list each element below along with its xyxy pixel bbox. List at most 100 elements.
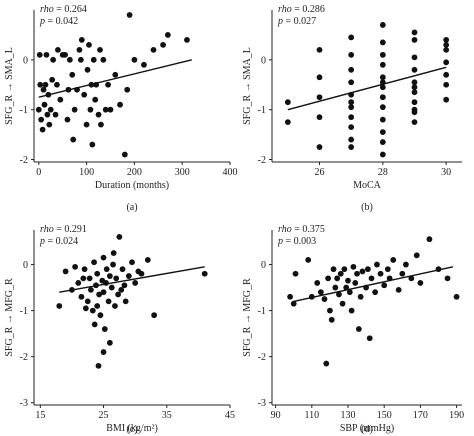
data-point (117, 101, 123, 108)
data-point (443, 81, 450, 88)
rho-value: 0.286 (302, 4, 325, 15)
data-point (379, 129, 386, 135)
data-point (112, 71, 119, 78)
x-tick-label: 100 (79, 167, 94, 178)
data-point (355, 326, 362, 332)
regression-line (38, 59, 192, 98)
rho-label: rho (278, 224, 292, 235)
equals-sign: = (292, 4, 303, 15)
data-point (348, 136, 355, 143)
data-point (105, 81, 111, 88)
data-point (92, 96, 99, 103)
data-point (98, 121, 104, 128)
data-point (125, 273, 132, 279)
data-point (366, 335, 373, 342)
data-point (374, 261, 380, 268)
y-tick-label: -1 (258, 105, 266, 116)
data-point (317, 289, 324, 296)
rho-value: 0.291 (64, 224, 87, 235)
data-point (453, 293, 460, 300)
data-point (339, 300, 346, 307)
x-tick-label: 150 (377, 410, 392, 421)
data-point (408, 275, 415, 282)
data-point (284, 99, 291, 106)
data-point (411, 99, 418, 106)
data-point (348, 79, 355, 86)
data-point (78, 293, 85, 300)
data-point (379, 94, 386, 101)
p-stat: p = 0.024 (39, 236, 78, 247)
data-point (84, 66, 91, 73)
data-point (84, 298, 91, 305)
p-stat: p = 0.027 (277, 16, 316, 27)
data-point (44, 111, 51, 118)
data-point (348, 99, 355, 106)
data-point (352, 280, 359, 286)
p-stat: p = 0.003 (277, 236, 316, 247)
data-point (379, 61, 386, 68)
data-point (379, 22, 386, 28)
data-point (141, 61, 147, 68)
data-point (348, 51, 355, 58)
data-point (122, 298, 129, 305)
data-point (100, 289, 107, 296)
data-point (413, 252, 420, 259)
data-point (411, 66, 418, 73)
data-point (359, 268, 366, 275)
data-point (151, 312, 158, 319)
y-tick-label: -2 (20, 352, 28, 363)
data-point (100, 56, 107, 63)
data-point (411, 119, 418, 126)
data-point (201, 270, 208, 277)
data-point (346, 289, 353, 296)
data-point (379, 39, 386, 46)
x-tick-label: 300 (175, 167, 190, 178)
data-point (40, 86, 47, 93)
equals-sign: = (45, 236, 56, 247)
data-point (443, 41, 450, 48)
data-point (91, 321, 98, 328)
data-point (444, 275, 451, 282)
y-tick-label: -1 (20, 306, 28, 317)
y-tick-label: -2 (258, 155, 266, 166)
data-point (316, 74, 323, 81)
x-tick-label: 190 (449, 410, 464, 421)
data-point (316, 144, 323, 150)
data-point (348, 144, 355, 150)
data-point (138, 270, 145, 277)
x-axis-label: BMI (kg/m²) (106, 423, 158, 434)
data-point (443, 96, 450, 103)
data-point (354, 270, 360, 277)
x-axis-label: MoCA (353, 180, 382, 191)
data-point (102, 106, 109, 113)
x-axis-label: SBP (mmHg) (340, 423, 394, 434)
panel-d: 90 110 130 150 170 190 -3 -2 -1 0 SBP (mmHg) SFG_R … (242, 224, 464, 435)
data-point (379, 151, 386, 158)
x-tick-label: 28 (378, 167, 388, 178)
data-point (131, 56, 138, 63)
data-point (443, 37, 450, 43)
p-value: 0.042 (56, 16, 79, 27)
data-point (101, 326, 108, 332)
data-point (368, 275, 375, 282)
data-point (69, 71, 76, 78)
data-point (379, 51, 386, 58)
data-point (86, 41, 92, 48)
data-point (403, 261, 409, 268)
rho-stat: rho = 0.375 (278, 224, 325, 235)
data-point (443, 71, 450, 78)
regression-line (293, 266, 454, 303)
data-point (316, 94, 323, 101)
data-point (95, 362, 102, 369)
data-point (395, 286, 402, 293)
panel-a: 0 100 200 300 400 -2 -1 0 Duration (months) SFG_R… (4, 4, 238, 213)
data-point (348, 34, 355, 41)
data-point (336, 291, 342, 298)
data-point (443, 59, 450, 66)
equals-sign: = (283, 16, 294, 27)
data-point (377, 270, 384, 277)
data-point (49, 76, 56, 83)
